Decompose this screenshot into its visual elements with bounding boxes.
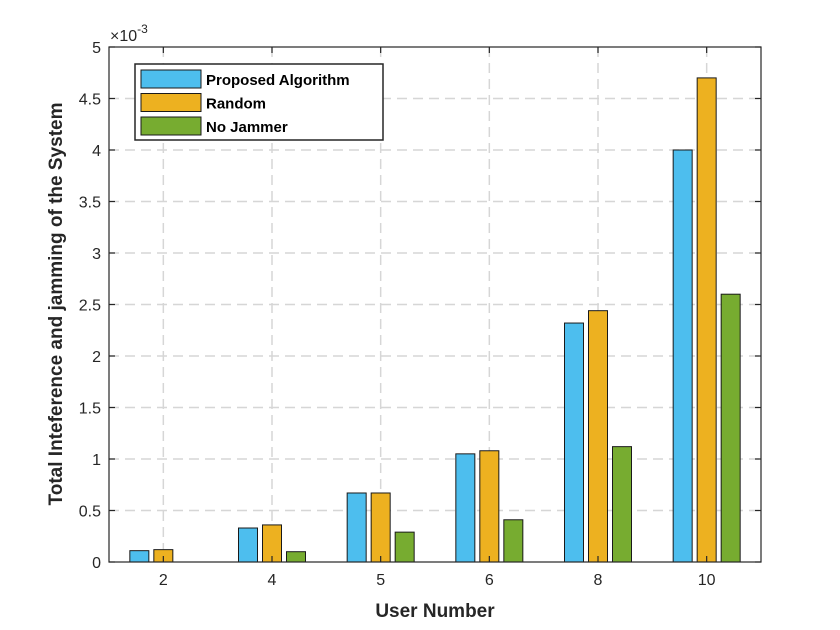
bar-random-10	[696, 77, 717, 563]
x-tick-label: 8	[594, 572, 603, 589]
bar-proposed-algorithm-8	[564, 322, 584, 563]
legend-swatch	[140, 116, 202, 136]
y-tick-label: 5	[92, 40, 101, 57]
bar-proposed-algorithm-5	[346, 492, 367, 563]
y-axis-title: Total Inteference and jamming of the Sys…	[46, 103, 67, 506]
y-exponent-base: ×10	[110, 28, 137, 45]
bar-random-6	[479, 450, 500, 563]
legend-label: No Jammer	[206, 119, 288, 136]
y-tick-label: 2.5	[79, 298, 101, 315]
bar-proposed-algorithm-10	[672, 149, 693, 563]
y-axis-ticks: 0 0.5 1 1.5 2 2.5 3 3.5 4 4.5 5	[79, 40, 761, 572]
y-exponent: ×10-3	[110, 22, 148, 45]
x-tick-label: 10	[698, 572, 716, 589]
bar-random-5	[370, 492, 391, 563]
legend-label: Proposed Algorithm	[206, 72, 350, 89]
legend-swatch	[140, 93, 202, 112]
y-tick-label: 3.5	[79, 195, 101, 212]
bar-proposed-algorithm-4	[238, 527, 258, 563]
y-tick-label: 4	[92, 143, 101, 160]
bar-no-jammer-4	[286, 551, 306, 563]
bar-no-jammer-5	[394, 531, 415, 563]
y-tick-label: 0.5	[79, 504, 101, 521]
x-tick-label: 4	[268, 572, 277, 589]
x-axis-ticks: 2 4 5 6 8 10	[159, 47, 716, 589]
bars	[129, 77, 741, 563]
bar-no-jammer-8	[612, 446, 632, 563]
y-tick-label: 1	[92, 452, 101, 469]
y-exponent-power: -3	[137, 22, 148, 36]
bar-no-jammer-10	[720, 293, 741, 563]
bar-proposed-algorithm-2	[129, 550, 150, 563]
x-tick-label: 5	[376, 572, 385, 589]
x-tick-label: 6	[485, 572, 494, 589]
x-axis-title: User Number	[375, 601, 495, 622]
legend-items: Proposed Algorithm Random No Jammer	[140, 69, 350, 136]
y-tick-label: 4.5	[79, 92, 101, 109]
bar-proposed-algorithm-6	[455, 453, 476, 563]
bar-random-8	[588, 310, 608, 563]
y-tick-label: 3	[92, 246, 101, 263]
x-tick-label: 2	[159, 572, 168, 589]
y-tick-label: 0	[92, 555, 101, 572]
y-tick-label: 1.5	[79, 401, 101, 418]
bar-no-jammer-6	[503, 519, 524, 563]
y-tick-label: 2	[92, 349, 101, 366]
legend-swatch	[140, 69, 202, 89]
legend: Proposed Algorithm Random No Jammer	[134, 63, 384, 141]
legend-label: Random	[206, 96, 266, 113]
